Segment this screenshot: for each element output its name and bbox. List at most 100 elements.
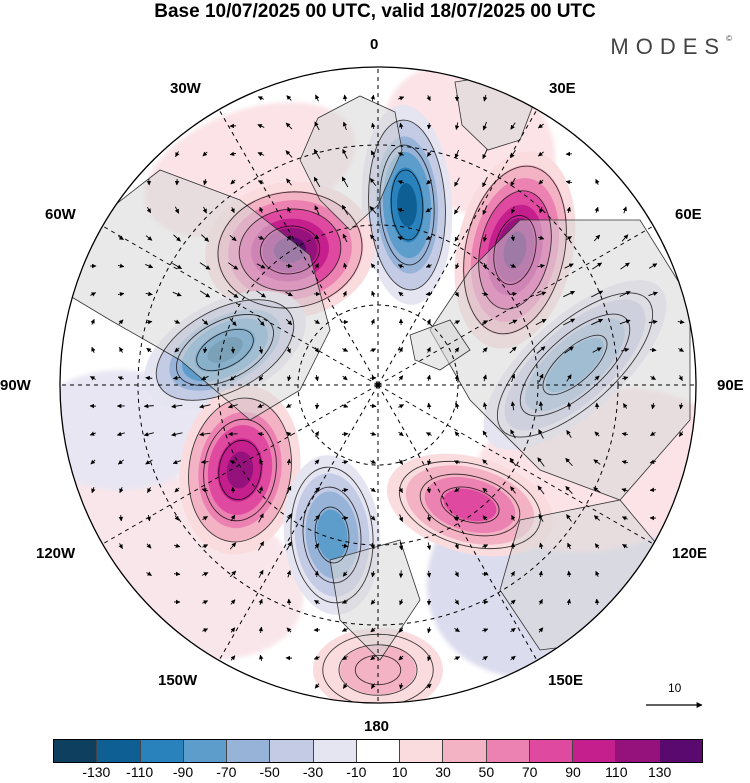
- wind-vector: [564, 346, 574, 354]
- wind-vector: [203, 178, 208, 186]
- wind-vector: [341, 599, 348, 604]
- wind-vector: [229, 234, 237, 242]
- wind-vector: [230, 179, 236, 185]
- wind-vector: [91, 346, 96, 353]
- wind-vector: [398, 627, 404, 633]
- wind-vector: [314, 234, 320, 242]
- meridian-line: [377, 219, 665, 386]
- colorbar-tick-label: -50: [259, 764, 280, 780]
- colorbar-swatch: [97, 740, 141, 762]
- wind-vector: [342, 683, 348, 689]
- wind-vector: [454, 320, 461, 325]
- wind-vector: [257, 541, 265, 551]
- wind-vector: [397, 208, 405, 213]
- longitude-label-60w: 60W: [45, 206, 76, 223]
- colorbar-tick-label: 130: [647, 764, 672, 780]
- wind-vector: [173, 543, 181, 548]
- wind-vector: [482, 205, 488, 215]
- wind-vector: [509, 457, 517, 467]
- wind-vector: [202, 151, 208, 157]
- wind-vector: [539, 542, 544, 550]
- wind-vector: [342, 347, 349, 352]
- wind-vector: [566, 374, 572, 382]
- map-border: [59, 66, 697, 704]
- wind-vector: [285, 263, 293, 269]
- wind-vector: [482, 234, 488, 242]
- wind-vector: [341, 515, 349, 521]
- colorbar-tick-label: -70: [216, 764, 237, 780]
- wind-vector: [258, 626, 264, 634]
- wind-vector: [342, 571, 348, 577]
- wind-vector: [482, 430, 488, 438]
- wind-vector: [511, 514, 516, 521]
- reference-vector: 10: [646, 681, 703, 708]
- colorbar-tick-label: 10: [391, 764, 408, 780]
- wind-vector: [287, 206, 292, 213]
- wind-vector: [174, 206, 180, 214]
- wind-vector: [426, 570, 432, 578]
- wind-vector: [286, 485, 292, 494]
- meridian-line: [91, 384, 379, 551]
- wind-vector: [202, 346, 208, 354]
- wind-vector: [482, 262, 487, 270]
- colorbar-swatch: [227, 740, 271, 762]
- colorbar-swatch: [270, 740, 314, 762]
- wind-vector: [341, 543, 349, 549]
- wind-vector: [201, 234, 209, 242]
- wind-vector: [591, 290, 604, 298]
- wind-vector: [230, 486, 236, 494]
- wind-vector: [592, 262, 603, 270]
- wind-vector: [174, 347, 180, 353]
- wind-vector: [371, 122, 376, 130]
- wind-vector: [202, 628, 209, 633]
- wind-vector: [426, 542, 432, 551]
- circulation-contours: [496, 292, 654, 438]
- wind-vector: [227, 262, 239, 270]
- wind-vector: [343, 262, 348, 270]
- wind-vector: [454, 291, 459, 297]
- circulation-contours: [368, 119, 446, 291]
- wind-vector: [202, 515, 208, 521]
- wind-vector: [482, 149, 488, 160]
- wind-vector: [342, 375, 348, 381]
- wind-vector: [256, 263, 266, 269]
- wind-vector: [258, 513, 264, 523]
- wind-vector: [649, 487, 657, 493]
- wind-vector: [566, 429, 572, 438]
- wind-vector: [537, 457, 545, 467]
- wind-vector: [622, 206, 627, 214]
- wind-vector: [425, 432, 432, 437]
- wind-vector: [117, 291, 125, 297]
- wind-vector: [510, 401, 516, 411]
- longitude-label-60e: 60E: [675, 206, 702, 223]
- north-pole-dot: [375, 382, 381, 388]
- wind-vector: [455, 263, 460, 270]
- circulation-contours: [398, 460, 542, 550]
- wind-vector: [454, 543, 459, 550]
- wind-vector: [314, 121, 320, 131]
- wind-vector: [172, 459, 181, 465]
- wind-vector: [259, 206, 264, 213]
- wind-vector: [595, 178, 600, 185]
- wind-vector: [398, 542, 404, 551]
- wind-vector: [371, 290, 376, 297]
- wind-vector: [171, 432, 183, 437]
- wind-vector: [454, 149, 460, 159]
- wind-vector: [118, 235, 124, 240]
- wind-vector: [259, 458, 264, 465]
- wind-vector: [175, 151, 180, 157]
- wind-vector: [621, 347, 630, 353]
- colorbar-tick-label: 70: [521, 764, 538, 780]
- wind-vector: [201, 488, 209, 493]
- wind-vector: [370, 150, 376, 158]
- wind-vector: [257, 96, 264, 101]
- wind-vector: [256, 290, 266, 298]
- wind-vector: [147, 487, 152, 493]
- wind-vector: [174, 515, 180, 521]
- wind-vector: [286, 431, 292, 437]
- colorbar-tick-label: -110: [126, 764, 154, 780]
- wind-vector: [199, 431, 211, 437]
- wind-vector: [482, 544, 489, 549]
- wind-vector: [398, 459, 404, 465]
- wind-vector: [314, 347, 320, 353]
